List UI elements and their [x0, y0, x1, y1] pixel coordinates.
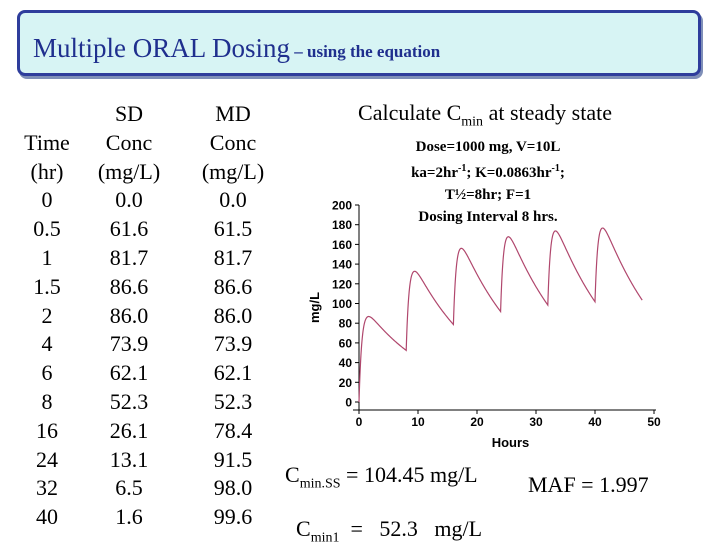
- param-ka: ka=2hr: [411, 165, 458, 181]
- sd-conc-column: SD Conc (mg/L) 0.0 61.6 81.7 86.6 86.0 73.9 62.1 5…: [84, 100, 174, 532]
- sd-conc-cell: 86.0: [109, 302, 149, 328]
- param-ka-exp: -1: [457, 163, 467, 174]
- x-tick-label: 10: [411, 415, 425, 429]
- time-cell: 1: [41, 244, 53, 270]
- x-tick-label: 20: [470, 415, 484, 429]
- md-conc-cell: 73.9: [213, 331, 253, 357]
- title-main: Multiple ORAL Dosing: [33, 33, 291, 63]
- chart-heading-text: Calculate C: [358, 100, 462, 125]
- chart-heading: Calculate Cmin at steady state: [320, 100, 650, 130]
- time-cell: 2: [41, 302, 53, 328]
- title-banner: Multiple ORAL Dosing – using the equatio…: [17, 10, 701, 76]
- md-conc-cell: 52.3: [213, 388, 253, 414]
- sd-conc-cell: 1.6: [115, 504, 143, 530]
- concentration-series-line: [358, 227, 643, 403]
- md-conc-cell: 86.0: [213, 302, 253, 328]
- param-line-1: Dose=1000 mg, V=10L: [415, 139, 561, 155]
- param-line-2: ka=2hr-1; K=0.0863hr-1;: [378, 158, 598, 184]
- sd-conc-cell: 86.6: [109, 273, 149, 299]
- param-k: ; K=0.0863hr: [466, 165, 552, 181]
- cmin-ss-sub: min.SS: [299, 476, 341, 492]
- y-tick-label: 120: [332, 277, 352, 291]
- time-cell: 16: [36, 417, 58, 443]
- sd-conc-header-2: (mg/L): [97, 158, 161, 184]
- param-line-3: T½=8hr; F=1: [444, 187, 532, 203]
- chart-heading-rest: at steady state: [483, 100, 612, 125]
- cmin1-result: Cmin1 = 52.3 mg/L: [285, 490, 482, 546]
- sd-conc-cell: 52.3: [109, 388, 149, 414]
- time-cell: 40: [36, 504, 58, 530]
- sd-conc-cell: 13.1: [109, 446, 149, 472]
- sd-conc-cell: 62.1: [109, 360, 149, 386]
- md-conc-cell: 0.0: [219, 187, 247, 213]
- x-tick-label: 30: [529, 415, 543, 429]
- sd-conc-header-1: Conc: [105, 129, 153, 155]
- y-tick-label: 60: [339, 336, 353, 350]
- y-tick-label: 40: [339, 356, 353, 370]
- y-tick-label: 180: [332, 218, 352, 232]
- y-tick-label: 100: [332, 297, 352, 311]
- time-cell: 1.5: [33, 273, 61, 299]
- time-header-1: Time: [24, 129, 70, 155]
- y-axis-label: mg/L: [307, 292, 322, 323]
- md-conc-cell: 91.5: [213, 446, 253, 472]
- md-conc-header-0: MD: [215, 101, 251, 126]
- sd-conc-cell: 81.7: [109, 244, 149, 270]
- time-cell: 0: [41, 187, 53, 213]
- param-k-exp: -1: [551, 163, 560, 174]
- x-tick-label: 50: [647, 415, 661, 429]
- x-axis-label: Hours: [492, 435, 530, 450]
- sd-conc-cell: 0.0: [115, 187, 143, 213]
- y-tick-label: 20: [339, 376, 353, 390]
- time-cell: 8: [41, 388, 53, 414]
- time-cell: 4: [41, 331, 53, 357]
- cmin1-label: C: [296, 516, 311, 541]
- md-conc-header-2: (mg/L): [201, 158, 265, 184]
- title-subtitle: – using the equation: [290, 42, 441, 61]
- md-conc-header-1: Conc: [209, 129, 257, 155]
- x-tick-label: 0: [356, 415, 363, 429]
- slide-title: Multiple ORAL Dosing – using the equatio…: [33, 33, 440, 64]
- y-tick-label: 0: [345, 396, 352, 410]
- md-conc-cell: 98.0: [213, 475, 253, 501]
- time-cell: 24: [36, 446, 58, 472]
- x-tick-label: 40: [588, 415, 602, 429]
- md-conc-column: MD Conc (mg/L) 0.0 61.5 81.7 86.6 86.0 73.9 62.1 5…: [188, 100, 278, 532]
- cmin-ss-value: = 104.45 mg/L: [340, 462, 478, 487]
- md-conc-cell: 86.6: [213, 273, 253, 299]
- y-tick-label: 160: [332, 238, 352, 252]
- md-conc-cell: 99.6: [213, 504, 253, 530]
- y-tick-label: 200: [332, 199, 352, 213]
- y-tick-label: 140: [332, 258, 352, 272]
- time-column: Time (hr) 0 0.5 1 1.5 2 4 6 8 16 24 32 40: [14, 100, 80, 532]
- sd-conc-cell: 26.1: [109, 417, 149, 443]
- y-tick-label: 80: [339, 317, 353, 331]
- chart-heading-sub: min: [461, 114, 484, 130]
- dosing-parameters: Dose=1000 mg, V=10L ka=2hr-1; K=0.0863hr…: [378, 136, 598, 228]
- sd-conc-cell: 6.5: [115, 475, 143, 501]
- cmin1-sub: min1: [310, 530, 340, 546]
- md-conc-cell: 78.4: [213, 417, 253, 443]
- param-semicolon: ;: [559, 165, 565, 181]
- cmin-ss-label: C: [285, 462, 300, 487]
- maf-result: MAF = 1.997: [528, 472, 649, 497]
- time-cell: 0.5: [33, 216, 61, 242]
- cmin1-value: = 52.3 mg/L: [339, 516, 483, 541]
- param-line-4: Dosing Interval 8 hrs.: [418, 209, 558, 225]
- sd-conc-header-0: SD: [114, 101, 144, 126]
- sd-conc-cell: 73.9: [109, 331, 149, 357]
- cmin-ss-result: Cmin.SS = 104.45 mg/L: [285, 462, 478, 492]
- md-conc-cell: 81.7: [213, 244, 253, 270]
- md-conc-cell: 62.1: [213, 360, 253, 386]
- md-conc-cell: 61.5: [213, 216, 253, 242]
- time-cell: 6: [41, 360, 53, 386]
- time-cell: 32: [36, 475, 58, 501]
- time-header-2: (hr): [30, 158, 64, 184]
- sd-conc-cell: 61.6: [109, 216, 149, 242]
